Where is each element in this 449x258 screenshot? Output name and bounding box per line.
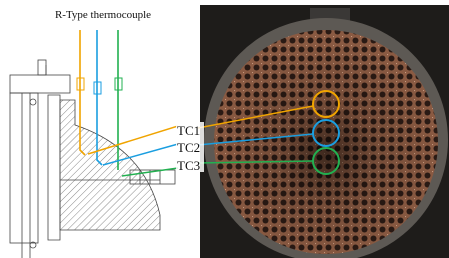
photo bbox=[200, 5, 449, 258]
tc-label: TC3 bbox=[177, 158, 200, 173]
tc-label: TC2 bbox=[177, 140, 200, 155]
page: R-Type thermocouple TC1 TC2 TC3 (() => {… bbox=[0, 0, 449, 258]
tc-label: TC1 bbox=[177, 123, 200, 138]
schematic bbox=[10, 60, 175, 258]
figure-title: R-Type thermocouple bbox=[55, 9, 151, 21]
figure: R-Type thermocouple TC1 TC2 TC3 bbox=[0, 0, 449, 258]
